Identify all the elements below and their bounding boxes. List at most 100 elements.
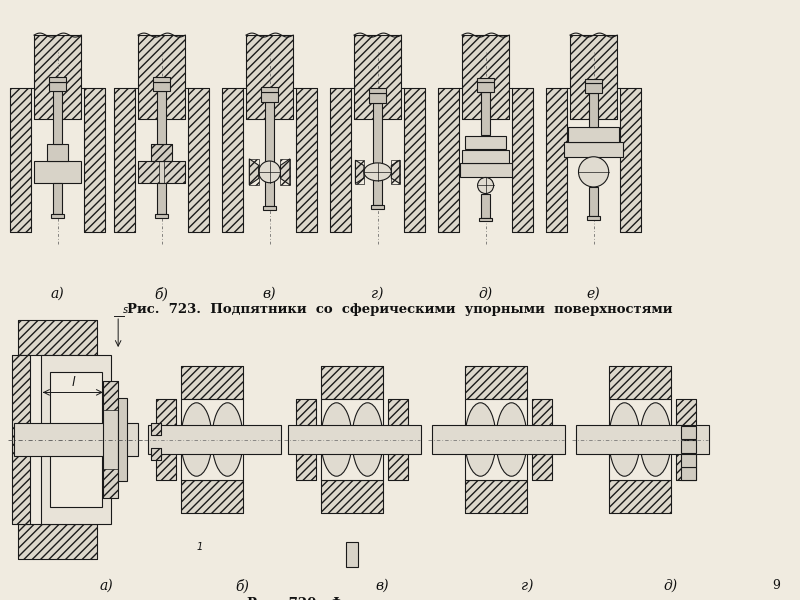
Bar [587, 216, 600, 220]
Bar [150, 448, 161, 460]
Bar [138, 161, 159, 182]
Bar [18, 320, 97, 355]
Text: в): в) [376, 579, 389, 593]
Bar [321, 480, 383, 514]
Bar [150, 448, 161, 460]
Bar [570, 35, 618, 119]
Bar [114, 88, 135, 232]
Bar [465, 480, 527, 514]
Bar [371, 205, 384, 209]
Bar [103, 469, 118, 499]
Bar [157, 182, 166, 214]
Bar [575, 425, 710, 454]
Bar [477, 82, 494, 92]
Bar [462, 35, 509, 119]
Polygon shape [281, 159, 290, 185]
Text: l: l [71, 376, 74, 389]
Bar [135, 88, 188, 232]
Bar [681, 454, 696, 467]
Text: а): а) [50, 287, 65, 301]
Bar [585, 79, 602, 83]
Bar [263, 206, 276, 211]
Bar [261, 92, 278, 101]
Bar [11, 355, 30, 524]
Bar [570, 35, 618, 119]
Text: 9: 9 [772, 579, 780, 592]
Bar [585, 83, 602, 93]
Bar [265, 177, 274, 206]
Bar [243, 88, 296, 232]
Bar [181, 480, 243, 514]
Circle shape [258, 161, 281, 183]
Bar [296, 88, 317, 232]
Bar [181, 365, 243, 398]
Text: Рис.  723.  Подпятники  со  сферическими  упорными  поверхностями: Рис. 723. Подпятники со сферическими упо… [127, 303, 673, 316]
Bar [355, 160, 364, 184]
Bar [156, 398, 176, 480]
Ellipse shape [364, 163, 391, 181]
Bar [53, 182, 62, 214]
Bar [589, 187, 598, 216]
Bar [462, 149, 509, 163]
Bar [512, 88, 533, 232]
Bar [388, 398, 408, 480]
Text: б): б) [154, 287, 169, 301]
Bar [103, 380, 118, 499]
Bar [34, 161, 82, 182]
Bar [460, 163, 511, 176]
Polygon shape [355, 160, 364, 184]
Bar [609, 365, 671, 398]
Bar [546, 88, 567, 232]
Ellipse shape [212, 403, 243, 476]
Bar [369, 93, 386, 103]
Bar [354, 35, 401, 119]
Bar [321, 365, 383, 398]
Bar [164, 161, 186, 182]
Bar [34, 35, 82, 119]
Bar [222, 88, 243, 232]
Bar [261, 87, 278, 92]
Bar [31, 88, 84, 232]
Ellipse shape [465, 403, 496, 476]
Text: в): в) [263, 287, 276, 301]
Bar [438, 88, 459, 232]
Bar [481, 92, 490, 135]
Bar [620, 88, 641, 232]
Text: б): б) [235, 579, 250, 593]
Bar [465, 480, 527, 514]
Bar [10, 88, 31, 232]
Bar [681, 426, 696, 439]
Bar [438, 88, 459, 232]
Bar [246, 35, 294, 119]
Ellipse shape [609, 403, 640, 476]
Bar [18, 524, 97, 559]
Bar [103, 380, 118, 410]
Bar [589, 93, 598, 127]
Text: а): а) [99, 579, 114, 593]
Bar [11, 355, 30, 524]
Bar [296, 88, 317, 232]
Ellipse shape [321, 403, 352, 476]
Bar [532, 398, 552, 480]
Bar [676, 398, 696, 480]
Bar [532, 398, 552, 480]
Bar [250, 159, 258, 185]
Bar [465, 398, 527, 480]
Bar [459, 88, 512, 232]
Bar [404, 88, 425, 232]
Bar [151, 144, 172, 161]
Text: г): г) [371, 287, 384, 301]
Bar [431, 425, 566, 454]
Bar [330, 88, 351, 232]
Text: е): е) [586, 287, 601, 301]
Circle shape [478, 178, 494, 194]
Bar [462, 35, 509, 119]
Bar [18, 524, 97, 559]
Bar [188, 88, 209, 232]
Bar [153, 77, 170, 82]
Bar [465, 365, 527, 398]
Bar [151, 144, 172, 161]
Bar [681, 467, 696, 480]
Bar [147, 425, 282, 454]
Bar [564, 142, 623, 157]
